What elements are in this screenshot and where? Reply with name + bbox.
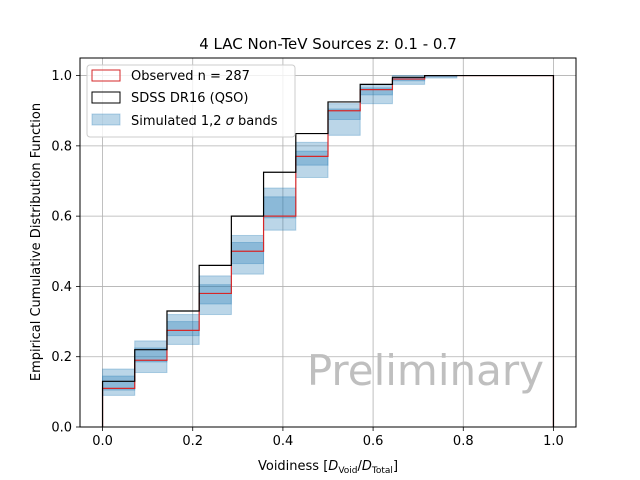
chart-title: 4 LAC Non-TeV Sources z: 0.1 - 0.7 [199, 35, 457, 53]
x-tick-label-2: 0.4 [273, 434, 294, 449]
legend-label-simulated: Simulated 1,2 σ bands [131, 114, 278, 129]
band-2sigma-bin-4 [230, 234, 265, 275]
legend-swatch-sdss [91, 91, 121, 104]
y-tick-label-5: 1.0 [51, 69, 72, 84]
legend-label-simulated-suffix: bands [234, 114, 278, 129]
legend-label-sdss: SDSS DR16 (QSO) [131, 91, 248, 106]
legend-label-simulated-prefix: Simulated 1,2 [131, 114, 226, 129]
legend: Observed n = 287 SDSS DR16 (QSO) Simulat… [86, 64, 296, 138]
legend-label-observed: Observed n = 287 [131, 69, 250, 84]
x-axis-label-sub-total: Total [371, 466, 393, 476]
band-1sigma-bin-5 [263, 196, 297, 219]
band-1sigma-bin-2 [166, 321, 200, 337]
band-1sigma-bin-4 [230, 242, 265, 265]
band-2sigma-bin-3 [198, 275, 232, 316]
y-tick-label-0: 0.0 [51, 421, 72, 436]
y-tick-label-3: 0.6 [51, 210, 72, 225]
x-ticks: 0.0 0.2 0.4 0.6 0.8 1.0 [92, 427, 564, 449]
series-line-sdss [101, 74, 555, 427]
x-tick-label-4: 0.8 [453, 434, 474, 449]
x-axis-label-sub-void: Void [338, 466, 357, 476]
y-tick-label-4: 0.8 [51, 139, 72, 154]
y-tick-label-2: 0.4 [51, 280, 72, 295]
y-ticks: 0.0 0.2 0.4 0.6 0.8 1.0 [51, 69, 80, 436]
x-axis-label-prefix: Voidiness [ [258, 459, 328, 474]
legend-box [86, 64, 296, 138]
simulated-1sigma-band [102, 75, 458, 391]
x-tick-label-5: 1.0 [543, 434, 564, 449]
x-axis-label: Voidiness [DVoid/DTotal] [258, 459, 398, 476]
band-1sigma-bin-8 [359, 87, 393, 96]
legend-swatch-simulated [91, 113, 121, 126]
series-lines [101, 74, 555, 427]
plot-frame [79, 57, 577, 428]
x-tick-label-1: 0.2 [182, 434, 203, 449]
x-axis-label-d2: D [362, 459, 372, 474]
x-axis-label-d1: D [328, 459, 338, 474]
watermark: Preliminary [307, 346, 544, 395]
x-axis-label-suffix: ] [393, 459, 398, 474]
y-axis-label: Empirical Cumulative Distribution Functi… [29, 103, 44, 381]
y-tick-label-1: 0.2 [51, 350, 72, 365]
x-axis-label-slash: / [358, 459, 363, 474]
legend-swatch-observed [91, 69, 121, 82]
legend-label-simulated-sigma: σ [226, 114, 235, 129]
band-1sigma-bin-3 [198, 284, 232, 305]
band-2sigma-bin-7 [327, 103, 361, 136]
band-1sigma-bin-6 [295, 150, 329, 166]
band-2sigma-bin-5 [263, 187, 297, 231]
band-2sigma-bin-6 [295, 141, 329, 178]
x-tick-label-0: 0.0 [92, 434, 113, 449]
band-2sigma-bin-2 [166, 314, 200, 345]
x-tick-label-3: 0.6 [363, 434, 384, 449]
